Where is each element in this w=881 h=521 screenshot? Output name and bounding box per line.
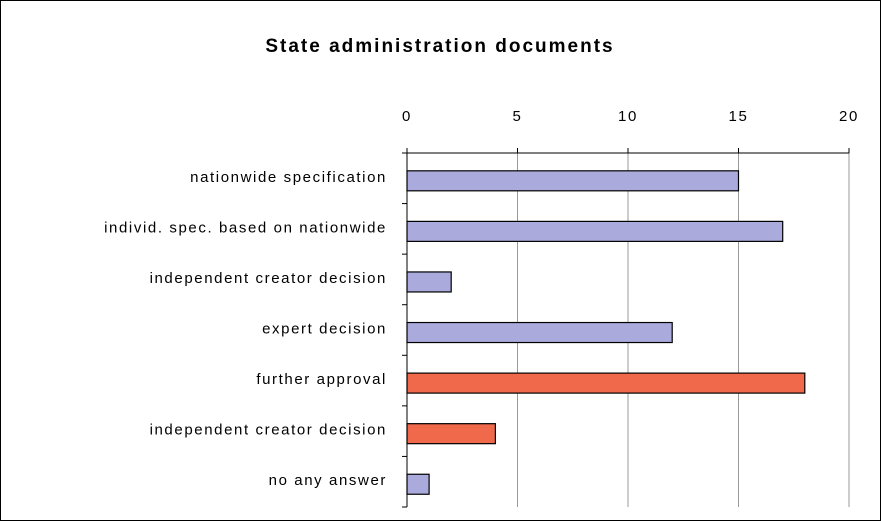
y-tick-label: individ. spec. based on nationwide	[104, 219, 387, 236]
x-tick-label: 0	[402, 108, 412, 125]
y-tick-label: independent creator decision	[150, 422, 387, 439]
x-tick-label: 20	[839, 108, 859, 125]
y-tick-label: expert decision	[262, 320, 387, 337]
y-tick-label: further approval	[256, 371, 387, 388]
y-tick-label: independent creator decision	[150, 270, 387, 287]
bar	[406, 473, 430, 495]
x-tick-label: 15	[729, 108, 749, 125]
y-tick-label: no any answer	[269, 472, 387, 489]
bar	[406, 170, 740, 192]
bar	[406, 271, 452, 293]
x-tick-label: 10	[618, 108, 638, 125]
bar	[406, 423, 497, 445]
chart-title: State administration documents	[265, 36, 614, 57]
bar	[406, 321, 673, 344]
bar	[406, 372, 806, 394]
x-tick-label: 5	[513, 108, 523, 125]
y-tick-label: nationwide specification	[190, 169, 387, 186]
bar	[406, 220, 784, 242]
